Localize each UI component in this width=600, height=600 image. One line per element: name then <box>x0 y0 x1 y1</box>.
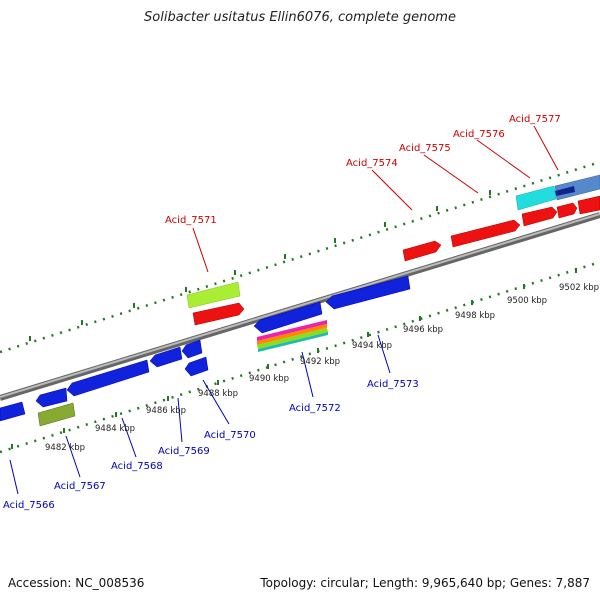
inner-major-ticks <box>11 268 577 449</box>
gene-acid-7574-bar[interactable] <box>402 240 442 262</box>
accession-text: Accession: NC_008536 <box>8 576 145 590</box>
outer-major-ticks <box>29 190 491 341</box>
genome-summary-text: Topology: circular; Length: 9,965,640 bp… <box>260 576 590 590</box>
gene-label-acid-7577[interactable]: Acid_7577 <box>509 114 561 125</box>
forward-leader-lines <box>192 125 559 273</box>
gene-acid-7570b-bar[interactable] <box>184 356 209 377</box>
gene-acid-7576-bar[interactable] <box>521 206 558 227</box>
scale-tick-label: 9486 kbp <box>146 406 186 416</box>
gene-label-acid-7574[interactable]: Acid_7574 <box>346 158 398 169</box>
scale-tick-label: 9488 kbp <box>198 389 238 399</box>
gene-label-acid-7575[interactable]: Acid_7575 <box>399 143 451 154</box>
reverse-gene-labels: Acid_7566 Acid_7567 Acid_7568 Acid_7569 … <box>3 379 419 511</box>
scale-tick-label: 9496 kbp <box>403 325 443 335</box>
feature-olive-bar[interactable] <box>37 402 76 427</box>
gene-label-acid-7567[interactable]: Acid_7567 <box>54 481 106 492</box>
scale-tick-label: 9482 kbp <box>45 443 85 453</box>
scale-tick-label: 9500 kbp <box>507 296 547 306</box>
gene-acid-7571-bar[interactable] <box>192 302 245 326</box>
gene-acid-7572-bar[interactable] <box>253 301 323 334</box>
scale-tick-label: 9502 kbp <box>559 283 599 293</box>
gene-label-acid-7569[interactable]: Acid_7569 <box>158 446 210 457</box>
gene-acid-7566-bar[interactable] <box>0 401 26 422</box>
gene-acid-7569-bar[interactable] <box>149 346 183 368</box>
forward-genes <box>186 174 600 326</box>
scale-tick-label: 9484 kbp <box>95 424 135 434</box>
feature-lime-bar[interactable] <box>186 281 241 309</box>
gene-edge-bar[interactable] <box>577 195 600 215</box>
scale-tick-label: 9494 kbp <box>352 341 392 351</box>
feature-steelblue-bar[interactable] <box>554 174 600 201</box>
gene-label-acid-7568[interactable]: Acid_7568 <box>111 461 163 472</box>
gene-acid-7575-bar[interactable] <box>450 219 521 248</box>
feature-navy-bar[interactable] <box>555 186 575 196</box>
gene-label-acid-7570[interactable]: Acid_7570 <box>204 430 256 441</box>
gene-acid-7567-bar[interactable] <box>35 387 68 408</box>
gene-acid-7573-bar[interactable] <box>325 275 411 310</box>
scale-tick-label: 9490 kbp <box>249 374 289 384</box>
feature-cyan-bar[interactable] <box>515 185 557 211</box>
gene-acid-7570-bar[interactable] <box>181 339 203 359</box>
gene-label-acid-7573[interactable]: Acid_7573 <box>367 379 419 390</box>
gene-label-acid-7571[interactable]: Acid_7571 <box>165 215 217 226</box>
reverse-leader-lines <box>9 334 391 495</box>
reverse-genes <box>0 275 411 427</box>
scale-tick-label: 9498 kbp <box>455 311 495 321</box>
feature-rainbow-stack[interactable] <box>257 320 328 352</box>
gene-label-acid-7566[interactable]: Acid_7566 <box>3 500 55 511</box>
gene-acid-7577-bar[interactable] <box>556 202 578 219</box>
outer-dotted-track <box>0 160 600 354</box>
scale-tick-labels: 9482 kbp 9484 kbp 9486 kbp 9488 kbp 9490… <box>45 283 599 453</box>
map-title: Solibacter usitatus Ellin6076, complete … <box>144 10 456 25</box>
genome-backbone-highlight <box>0 213 600 398</box>
gene-label-acid-7572[interactable]: Acid_7572 <box>289 403 341 414</box>
gene-label-acid-7576[interactable]: Acid_7576 <box>453 129 505 140</box>
gene-acid-7568-bar[interactable] <box>66 359 150 397</box>
scale-tick-label: 9492 kbp <box>300 357 340 367</box>
forward-gene-labels: Acid_7571 Acid_7574 Acid_7575 Acid_7576 … <box>165 114 561 226</box>
